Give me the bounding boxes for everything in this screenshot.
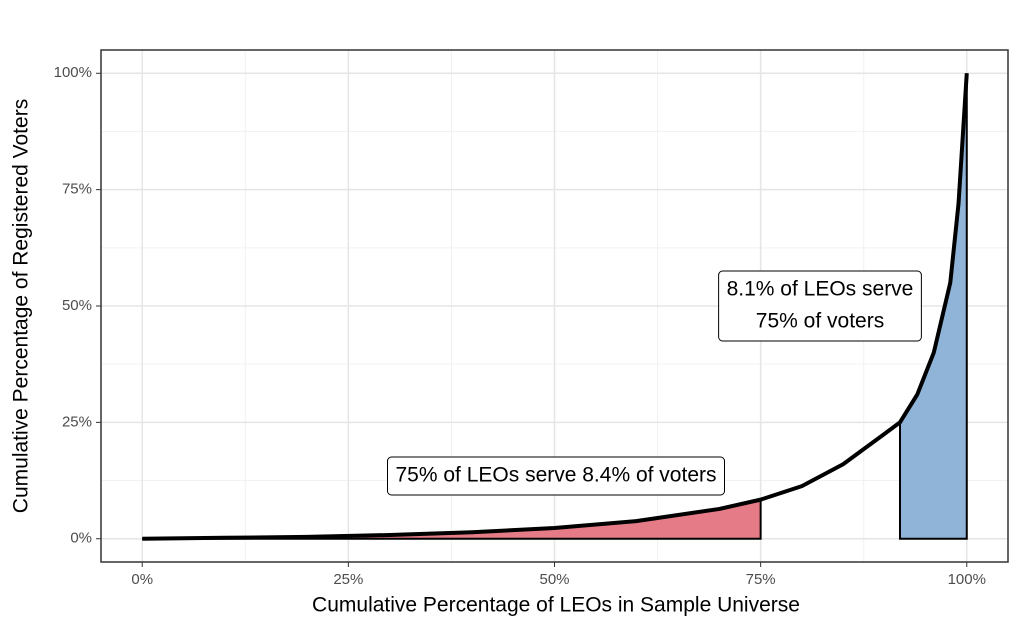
annotation-text: 75% of voters	[756, 310, 884, 333]
x-tick-label: 75%	[746, 571, 776, 588]
annotation-text: 75% of LEOs serve 8.4% of voters	[396, 464, 717, 487]
annotation-box	[718, 270, 922, 342]
y-tick-label: 100%	[54, 64, 92, 81]
x-tick-label: 100%	[948, 571, 986, 588]
annotation: 75% of LEOs serve 8.4% of voters	[387, 456, 725, 496]
y-tick-label: 50%	[62, 297, 92, 314]
x-tick-label: 25%	[333, 571, 363, 588]
plot-border	[100, 49, 1009, 563]
x-tick-label: 0%	[131, 571, 153, 588]
y-tick-label: 75%	[62, 181, 92, 198]
x-tick-label: 50%	[539, 571, 569, 588]
annotation: 8.1% of LEOs serve 75% of voters	[718, 270, 922, 342]
curve	[142, 73, 969, 541]
y-axis-title: Cumulative Percentage of Registered Vote…	[10, 99, 33, 513]
annotation-text: 8.1% of LEOs serve	[727, 278, 914, 301]
x-axis-title: Cumulative Percentage of LEOs in Sample …	[312, 594, 800, 617]
y-tick-label: 25%	[62, 413, 92, 430]
annotation-box	[387, 456, 725, 496]
y-tick-label: 0%	[70, 530, 92, 547]
